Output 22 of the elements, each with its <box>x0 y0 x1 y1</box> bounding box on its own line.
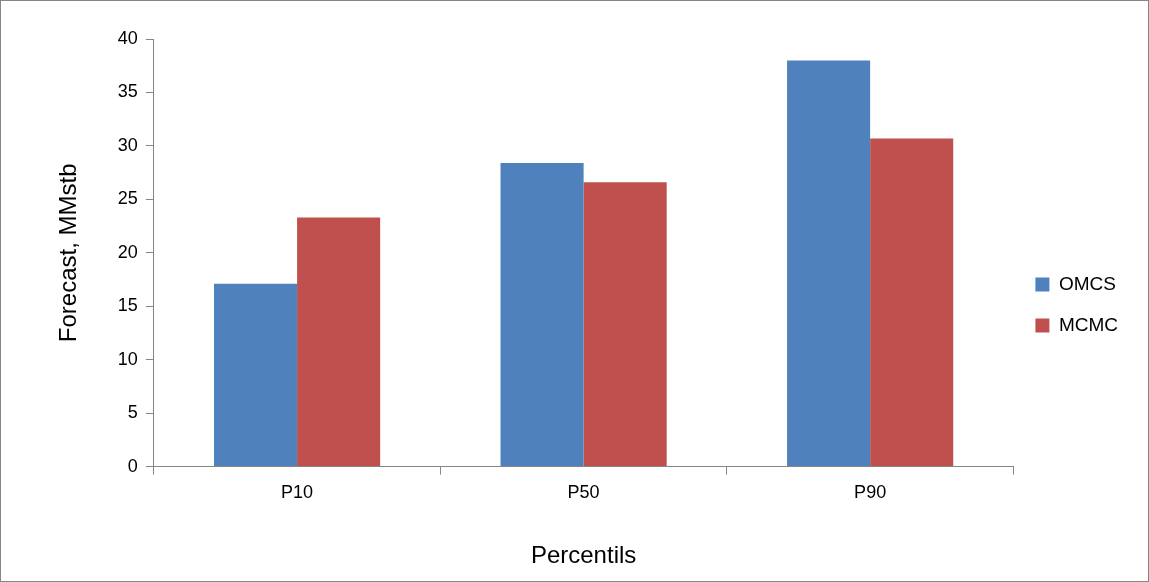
x-tick-label: P50 <box>567 482 600 503</box>
y-tick-label: 0 <box>127 455 138 476</box>
legend-label: OMCS <box>1058 272 1116 294</box>
bar <box>213 283 298 467</box>
y-tick-label: 20 <box>117 241 138 262</box>
bar <box>787 60 871 467</box>
y-tick-label: 30 <box>117 134 138 155</box>
bar <box>870 138 954 467</box>
x-tick-label: P10 <box>281 482 314 503</box>
y-tick-label: 15 <box>117 295 138 316</box>
y-tick-label: 35 <box>117 81 138 102</box>
bar <box>583 182 667 467</box>
bar <box>297 217 381 467</box>
x-tick-label: P90 <box>854 482 887 503</box>
y-tick-label: 40 <box>117 27 138 48</box>
y-tick-label: 25 <box>117 188 138 209</box>
y-tick-label: 10 <box>117 348 138 369</box>
y-tick-label: 5 <box>127 402 138 423</box>
y-axis-title: Forecast, MMstb <box>54 163 82 343</box>
bar <box>500 163 584 467</box>
x-axis-title: Percentils <box>530 541 637 569</box>
legend-label: MCMC <box>1058 313 1119 335</box>
